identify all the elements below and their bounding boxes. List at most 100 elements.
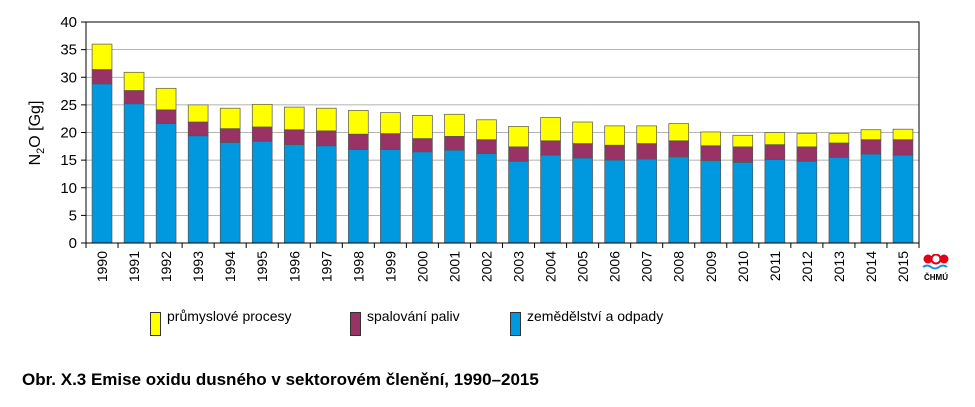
- bars: [91, 43, 914, 244]
- x-tick-label: 1991: [126, 251, 142, 282]
- legend-label-fuel: spalování paliv: [367, 308, 460, 324]
- bar-segment: [444, 113, 465, 137]
- bar-segment: [540, 154, 561, 244]
- y-tick-label: 35: [60, 42, 77, 59]
- bar-segment: [283, 106, 305, 131]
- legend-item-agriculture: zemědělství a odpady: [510, 308, 663, 336]
- bar-segment: [219, 128, 241, 143]
- bar-segment: [155, 123, 177, 244]
- legend: průmyslové procesy spalování paliv zeměd…: [150, 308, 663, 336]
- bar-segment: [668, 156, 689, 244]
- bar-segment: [91, 69, 113, 85]
- bar-segment: [668, 123, 689, 142]
- bar-segment: [508, 160, 529, 244]
- bar-segment: [123, 90, 145, 105]
- bar-segment: [219, 107, 241, 129]
- bar-segment: [348, 149, 369, 244]
- bar-segment: [732, 146, 754, 163]
- bar-segment: [251, 140, 273, 244]
- x-tick-label: 1997: [318, 251, 334, 282]
- x-tick-label: 2002: [478, 251, 494, 282]
- bar-segment: [540, 117, 561, 142]
- y-tick-label: 20: [60, 125, 77, 142]
- bar-segment: [476, 153, 497, 244]
- x-tick-label: 1992: [158, 251, 174, 282]
- legend-label-agriculture: zemědělství a odpady: [527, 308, 664, 324]
- y-tick-label: 0: [69, 235, 77, 252]
- x-tick-label: 2009: [703, 251, 719, 282]
- legend-item-industrial: průmyslové procesy: [150, 308, 350, 336]
- bar-segment: [540, 140, 561, 156]
- bar-segment: [732, 161, 754, 244]
- bar-segment: [572, 121, 593, 144]
- x-tick-label: 2013: [831, 251, 847, 282]
- bar-segment: [251, 126, 273, 142]
- y-tick-label: 25: [60, 97, 77, 114]
- svg-text:ČHMÚ: ČHMÚ: [924, 273, 948, 282]
- bar-segment: [892, 128, 914, 141]
- x-tick-label: 2014: [863, 251, 879, 282]
- x-tick-label: 2012: [799, 251, 815, 282]
- bar-segment: [604, 144, 625, 161]
- bar-segment: [700, 160, 722, 244]
- bar-segment: [412, 151, 433, 244]
- bar-segment: [828, 157, 850, 244]
- x-tick-label: 2005: [575, 251, 591, 282]
- bar-segment: [860, 129, 882, 141]
- bar-segment: [187, 104, 209, 123]
- bar-segment: [316, 130, 337, 147]
- bar-segment: [187, 135, 209, 244]
- bar-segment: [251, 103, 273, 128]
- bar-segment: [860, 153, 882, 244]
- bar-segment: [764, 132, 786, 146]
- bar-segment: [604, 125, 625, 146]
- legend-swatch-industrial: [150, 312, 161, 336]
- x-tick-label: 2011: [767, 251, 783, 281]
- bar-segment: [476, 139, 497, 154]
- bar-segment: [668, 140, 689, 158]
- bar-segment: [604, 159, 625, 244]
- x-tick-label: 2008: [671, 251, 687, 282]
- x-tick-labels: 1990 1991 1992 1993 1994 1995 1996 1997 1998 1999…: [85, 243, 920, 282]
- x-tick-label: 2000: [414, 251, 430, 282]
- x-tick-label: 2015: [895, 251, 911, 282]
- bar-segment: [636, 143, 657, 160]
- bar-segment: [828, 142, 850, 158]
- x-tick-label: 1994: [222, 251, 238, 282]
- legend-swatch-agriculture: [510, 312, 521, 336]
- bar-segment: [155, 87, 177, 111]
- bar-segment: [700, 145, 722, 162]
- bar-segment: [636, 158, 657, 244]
- gridlines: [86, 21, 919, 216]
- bar-segment: [892, 139, 914, 156]
- y-tick-label: 10: [60, 180, 77, 197]
- chmu-logo: ČHMÚ: [922, 253, 950, 284]
- y-tick-label: 40: [60, 14, 77, 31]
- bar-segment: [316, 107, 337, 132]
- bar-segment: [572, 157, 593, 244]
- bar-segment: [476, 119, 497, 141]
- bar-segment: [796, 146, 818, 162]
- x-tick-label: 2010: [735, 251, 751, 282]
- bar-segment: [700, 131, 722, 147]
- x-tick-label: 1998: [350, 251, 366, 282]
- bar-segment: [380, 133, 401, 150]
- y-tick-label: 15: [60, 152, 77, 169]
- bar-segment: [828, 133, 850, 144]
- bar-segment: [508, 126, 529, 148]
- bar-segment: [219, 142, 241, 244]
- bar-segment: [283, 129, 305, 146]
- bar-segment: [796, 133, 818, 148]
- bar-segment: [123, 71, 145, 91]
- bar-segment: [283, 144, 305, 244]
- legend-item-fuel: spalování paliv: [350, 308, 510, 336]
- y-axis-label: N2O [Gg]: [27, 101, 47, 166]
- bar-segment: [892, 154, 914, 244]
- bar-segment: [380, 149, 401, 244]
- bar-segment: [316, 145, 337, 244]
- bar-segment: [123, 103, 145, 244]
- bar-segment: [444, 149, 465, 244]
- bar-segment: [508, 146, 529, 162]
- bar-segment: [764, 159, 786, 244]
